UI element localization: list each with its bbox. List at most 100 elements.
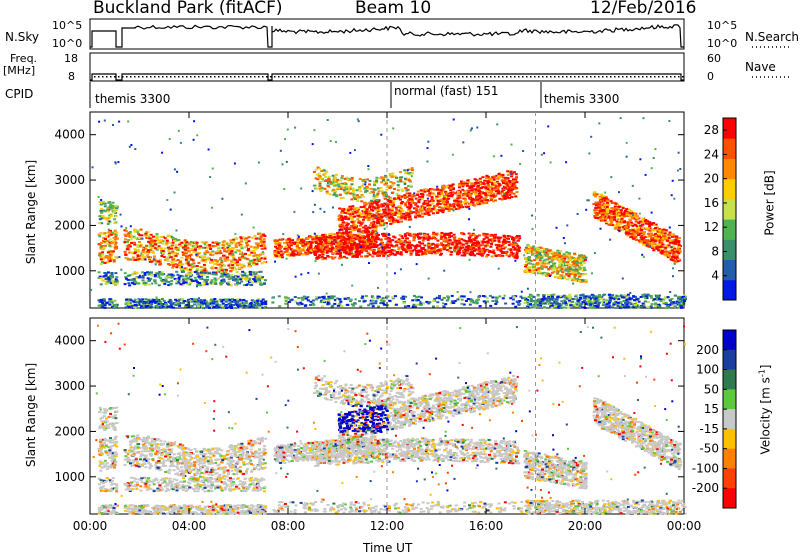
nave-point <box>270 76 272 78</box>
heatmap-cell <box>388 201 391 203</box>
heatmap-cell <box>339 247 342 249</box>
nave-point <box>438 76 440 78</box>
heatmap-cell <box>580 264 583 266</box>
heatmap-cell <box>178 277 181 279</box>
heatmap-cell <box>150 247 153 249</box>
heatmap-cell <box>493 176 496 178</box>
heatmap-cell <box>419 208 422 210</box>
heatmap-cell <box>369 243 372 245</box>
nave-point <box>398 76 400 78</box>
heatmap-cell <box>378 190 381 192</box>
heatmap-cell <box>388 251 391 253</box>
heatmap-cell <box>367 233 370 235</box>
heatmap-cell <box>167 263 170 265</box>
nave-point <box>382 76 384 78</box>
heatmap-cell <box>315 251 318 253</box>
heatmap-cell <box>474 188 477 190</box>
heatmap-cell <box>511 181 514 183</box>
heatmap-cell <box>98 222 101 224</box>
nave-point <box>178 76 180 78</box>
heatmap-cell <box>274 246 277 248</box>
heatmap-cell <box>436 200 439 202</box>
heatmap-cell <box>475 183 478 185</box>
heatmap-cell <box>222 255 225 257</box>
heatmap-cell <box>347 209 350 211</box>
heatmap-cell <box>502 241 505 243</box>
heatmap-cell <box>367 219 370 221</box>
heatmap-cell <box>353 237 356 239</box>
heatmap-cell <box>424 253 427 255</box>
heatmap-cell <box>456 204 459 206</box>
heatmap-cell <box>347 223 350 225</box>
heatmap-cell <box>198 248 201 250</box>
heatmap-cell <box>463 195 466 197</box>
heatmap-cell <box>413 249 416 251</box>
nave-point <box>254 76 256 78</box>
heatmap-cell <box>146 305 149 307</box>
heatmap-cell <box>328 176 331 178</box>
heatmap-cell <box>99 252 102 254</box>
heatmap-cell <box>263 245 266 247</box>
heatmap-cell <box>144 234 147 236</box>
heatmap-cell <box>427 239 430 241</box>
heatmap-cell <box>193 307 196 309</box>
nave-point <box>594 76 596 78</box>
heatmap-cell <box>107 223 110 225</box>
heatmap-cell <box>199 278 202 280</box>
heatmap-cell <box>407 249 410 251</box>
heatmap-cell <box>113 218 116 220</box>
heatmap-cell <box>240 281 243 283</box>
heatmap-cell <box>201 241 204 243</box>
heatmap-cell <box>500 250 503 252</box>
heatmap-cell <box>353 221 356 223</box>
heatmap-cell <box>160 240 163 242</box>
heatmap-cell <box>162 250 165 252</box>
heatmap-cell <box>433 189 436 191</box>
heatmap-cell <box>389 253 392 255</box>
heatmap-cell <box>372 191 375 193</box>
heatmap-cell <box>328 241 331 243</box>
heatmap-cell <box>205 250 208 252</box>
heatmap-cell <box>101 302 104 304</box>
heatmap-cell <box>362 219 365 221</box>
heatmap-cell <box>383 244 386 246</box>
heatmap-cell <box>472 243 475 245</box>
nave-point <box>466 76 468 78</box>
nave-point <box>450 76 452 78</box>
heatmap-cell <box>110 250 113 252</box>
heatmap-cell <box>366 208 369 210</box>
heatmap-cell <box>453 192 456 194</box>
heatmap-cell <box>469 234 472 236</box>
heatmap-cell <box>375 203 378 205</box>
heatmap-cell <box>235 246 238 248</box>
heatmap-cell <box>165 280 168 282</box>
nave-point <box>302 76 304 78</box>
heatmap-cell <box>409 247 412 249</box>
nave-point <box>94 76 96 78</box>
heatmap-cell <box>224 274 227 276</box>
heatmap-cell <box>259 238 262 240</box>
heatmap-cell <box>303 247 306 249</box>
heatmap-cell <box>139 299 142 301</box>
heatmap-cell <box>168 276 171 278</box>
heatmap-cell <box>318 173 321 175</box>
heatmap-cell <box>333 192 336 194</box>
nave-point <box>462 76 464 78</box>
heatmap-cell <box>403 169 406 171</box>
heatmap-cell <box>149 278 152 280</box>
heatmap-cell <box>182 271 185 273</box>
heatmap-cell <box>245 242 248 244</box>
heatmap-cell <box>275 243 278 245</box>
heatmap-cell <box>164 303 167 305</box>
heatmap-cell <box>143 282 146 284</box>
heatmap-cell <box>156 238 159 240</box>
nave-point <box>682 76 684 78</box>
heatmap-cell <box>352 227 355 229</box>
nave-point <box>394 76 396 78</box>
heatmap-cell <box>368 214 371 216</box>
heatmap-cell <box>314 253 317 255</box>
nave-point <box>478 76 480 78</box>
heatmap-cell <box>176 253 179 255</box>
heatmap-cell <box>133 252 136 254</box>
heatmap-cell <box>336 252 339 254</box>
